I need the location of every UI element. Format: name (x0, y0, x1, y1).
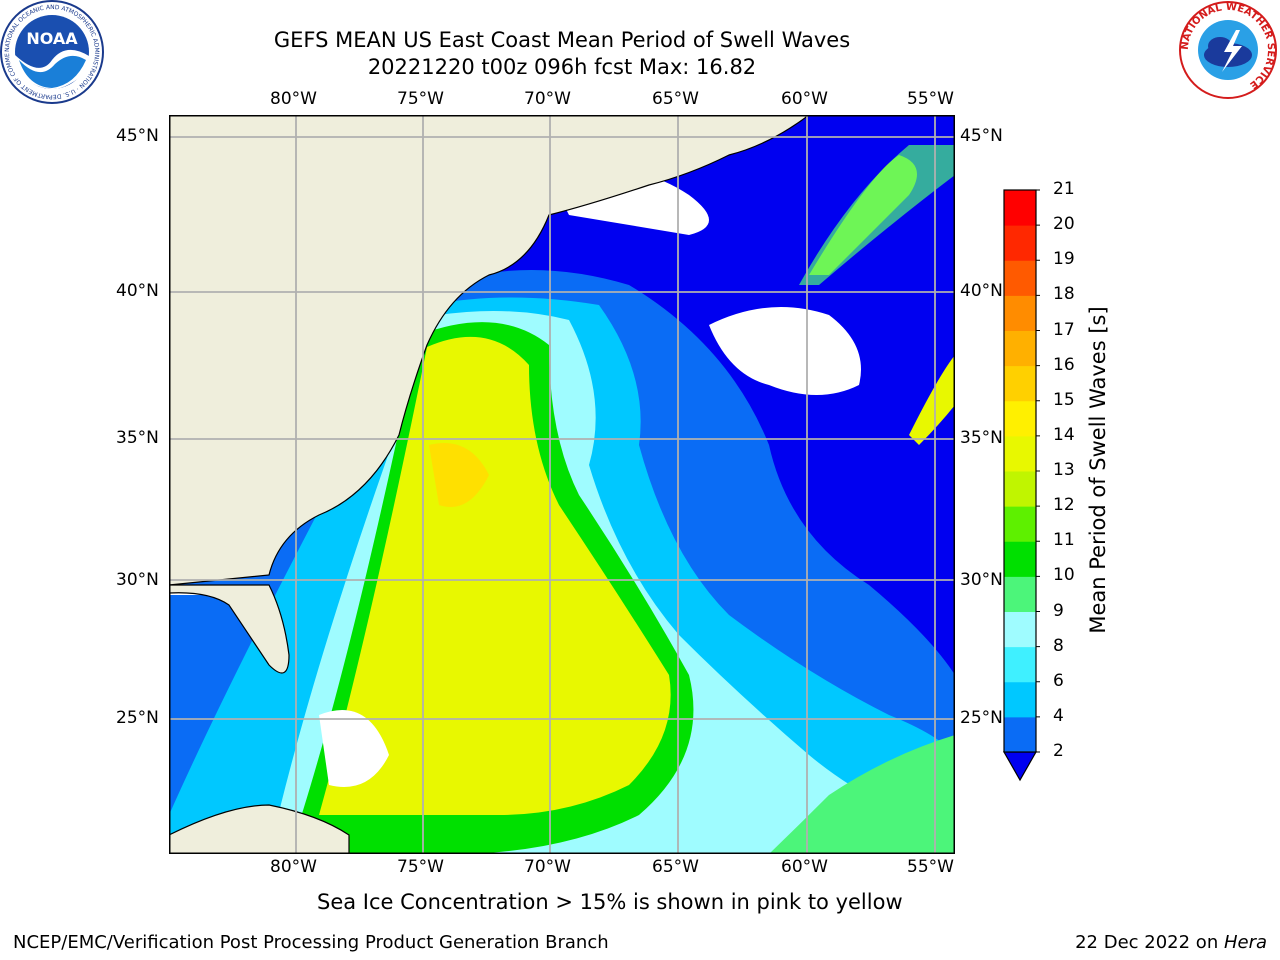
lon-tick-top-80w: 80°W (270, 89, 317, 109)
lon-tick-top-65w: 65°W (652, 89, 699, 109)
colorbar-tick-label: 21 (1053, 179, 1075, 199)
period-zone-15-16 (429, 443, 489, 507)
lon-tick-top-60w: 60°W (781, 89, 828, 109)
footer-host: Hera (1223, 932, 1267, 953)
map-frame (169, 115, 955, 854)
colorbar-tick-label: 8 (1053, 635, 1064, 656)
lon-tick-bottom-65w: 65°W (652, 857, 699, 877)
footer-date: 22 Dec 2022 on (1075, 932, 1224, 953)
colorbar-segment (1004, 576, 1036, 612)
colorbar-extend-arrow (1002, 751, 1038, 782)
swell-tongue-east (909, 355, 955, 445)
colorbar-segment (1004, 435, 1036, 472)
period-zone-9-10 (769, 735, 955, 854)
colorbar-tick-label: 11 (1053, 530, 1075, 551)
colorbar-tick-label: 19 (1053, 249, 1075, 270)
lon-tick-bottom-80w: 80°W (270, 857, 317, 877)
colorbar-segment (1004, 611, 1036, 648)
lat-tick-left-40n: 40°N (116, 281, 159, 301)
colorbar-tick-label: 13 (1053, 460, 1075, 480)
masked-area-1 (709, 307, 861, 395)
period-zone-13-15 (319, 336, 671, 815)
colorbar-tick-label: 6 (1053, 670, 1064, 691)
lon-tick-bottom-70w: 70°W (524, 857, 571, 877)
colorbar-segment (1004, 225, 1036, 261)
colorbar-tick-label: 14 (1053, 424, 1075, 445)
sea-ice-note: Sea Ice Concentration > 15% is shown in … (317, 890, 903, 914)
lat-tick-left-45n: 45°N (116, 126, 159, 146)
colorbar (1000, 186, 1040, 786)
colorbar-segment (1004, 716, 1036, 753)
lat-tick-left-30n: 30°N (116, 570, 159, 590)
colorbar-tick-label: 16 (1053, 354, 1075, 375)
colorbar-segment (1004, 330, 1036, 367)
colorbar-segment (1004, 400, 1036, 437)
noaa-logo-text: NOAA (26, 29, 78, 48)
colorbar-segment (1004, 260, 1036, 296)
colorbar-tick-label: 12 (1053, 495, 1075, 516)
colorbar-segment (1004, 190, 1036, 226)
footer-left: NCEP/EMC/Verification Post Processing Pr… (13, 932, 609, 953)
colorbar-segment (1004, 471, 1036, 507)
map-gridlines (169, 115, 955, 854)
lon-tick-bottom-60w: 60°W (781, 857, 828, 877)
land-florida (169, 584, 290, 674)
chart-subtitle: 20221220 t00z 096h fcst Max: 16.82 (367, 55, 757, 79)
colorbar-tick-label: 10 (1053, 565, 1075, 586)
lat-tick-right-25n: 25°N (960, 708, 1003, 728)
masked-area-3 (319, 710, 389, 787)
lon-tick-bottom-55w: 55°W (907, 857, 954, 877)
land-us-east-coast (169, 115, 811, 586)
colorbar-tick-label: 2 (1053, 741, 1064, 761)
footer-right: 22 Dec 2022 on Hera (1075, 932, 1267, 953)
lat-tick-left-35n: 35°N (116, 428, 159, 448)
nws-logo: NATIONAL WEATHER SERVICE (1178, 0, 1278, 100)
land-cuba (169, 804, 350, 854)
colorbar-segment (1004, 295, 1036, 331)
lat-tick-right-40n: 40°N (960, 281, 1003, 301)
colorbar-title: Mean Period of Swell Waves [s] (1086, 306, 1110, 634)
lon-tick-bottom-75w: 75°W (397, 857, 444, 877)
colorbar-segment (1004, 646, 1036, 683)
lon-tick-top-75w: 75°W (397, 89, 444, 109)
colorbar-tick-label: 9 (1053, 600, 1064, 621)
colorbar-tick-label: 4 (1053, 705, 1064, 726)
noaa-logo: NOAA NATIONAL OCEANIC AND ATMOSPHERIC AD… (0, 0, 104, 104)
colorbar-tick-label: 20 (1053, 214, 1075, 235)
colorbar-tick-label: 15 (1053, 389, 1075, 410)
lat-tick-right-45n: 45°N (960, 126, 1003, 146)
chart-title: GEFS MEAN US East Coast Mean Period of S… (273, 28, 851, 52)
lat-tick-left-25n: 25°N (116, 708, 159, 728)
lat-tick-right-35n: 35°N (960, 428, 1003, 448)
map-panel (169, 115, 955, 854)
colorbar-tick-label: 18 (1053, 284, 1075, 305)
lat-tick-right-30n: 30°N (960, 570, 1003, 590)
colorbar-segment (1004, 365, 1036, 402)
colorbar-segment (1004, 681, 1036, 718)
colorbar-segment (1004, 541, 1036, 577)
colorbar-tick-label: 17 (1053, 319, 1075, 340)
colorbar-segment (1004, 506, 1036, 542)
lon-tick-top-55w: 55°W (907, 89, 954, 109)
lon-tick-top-70w: 70°W (524, 89, 571, 109)
